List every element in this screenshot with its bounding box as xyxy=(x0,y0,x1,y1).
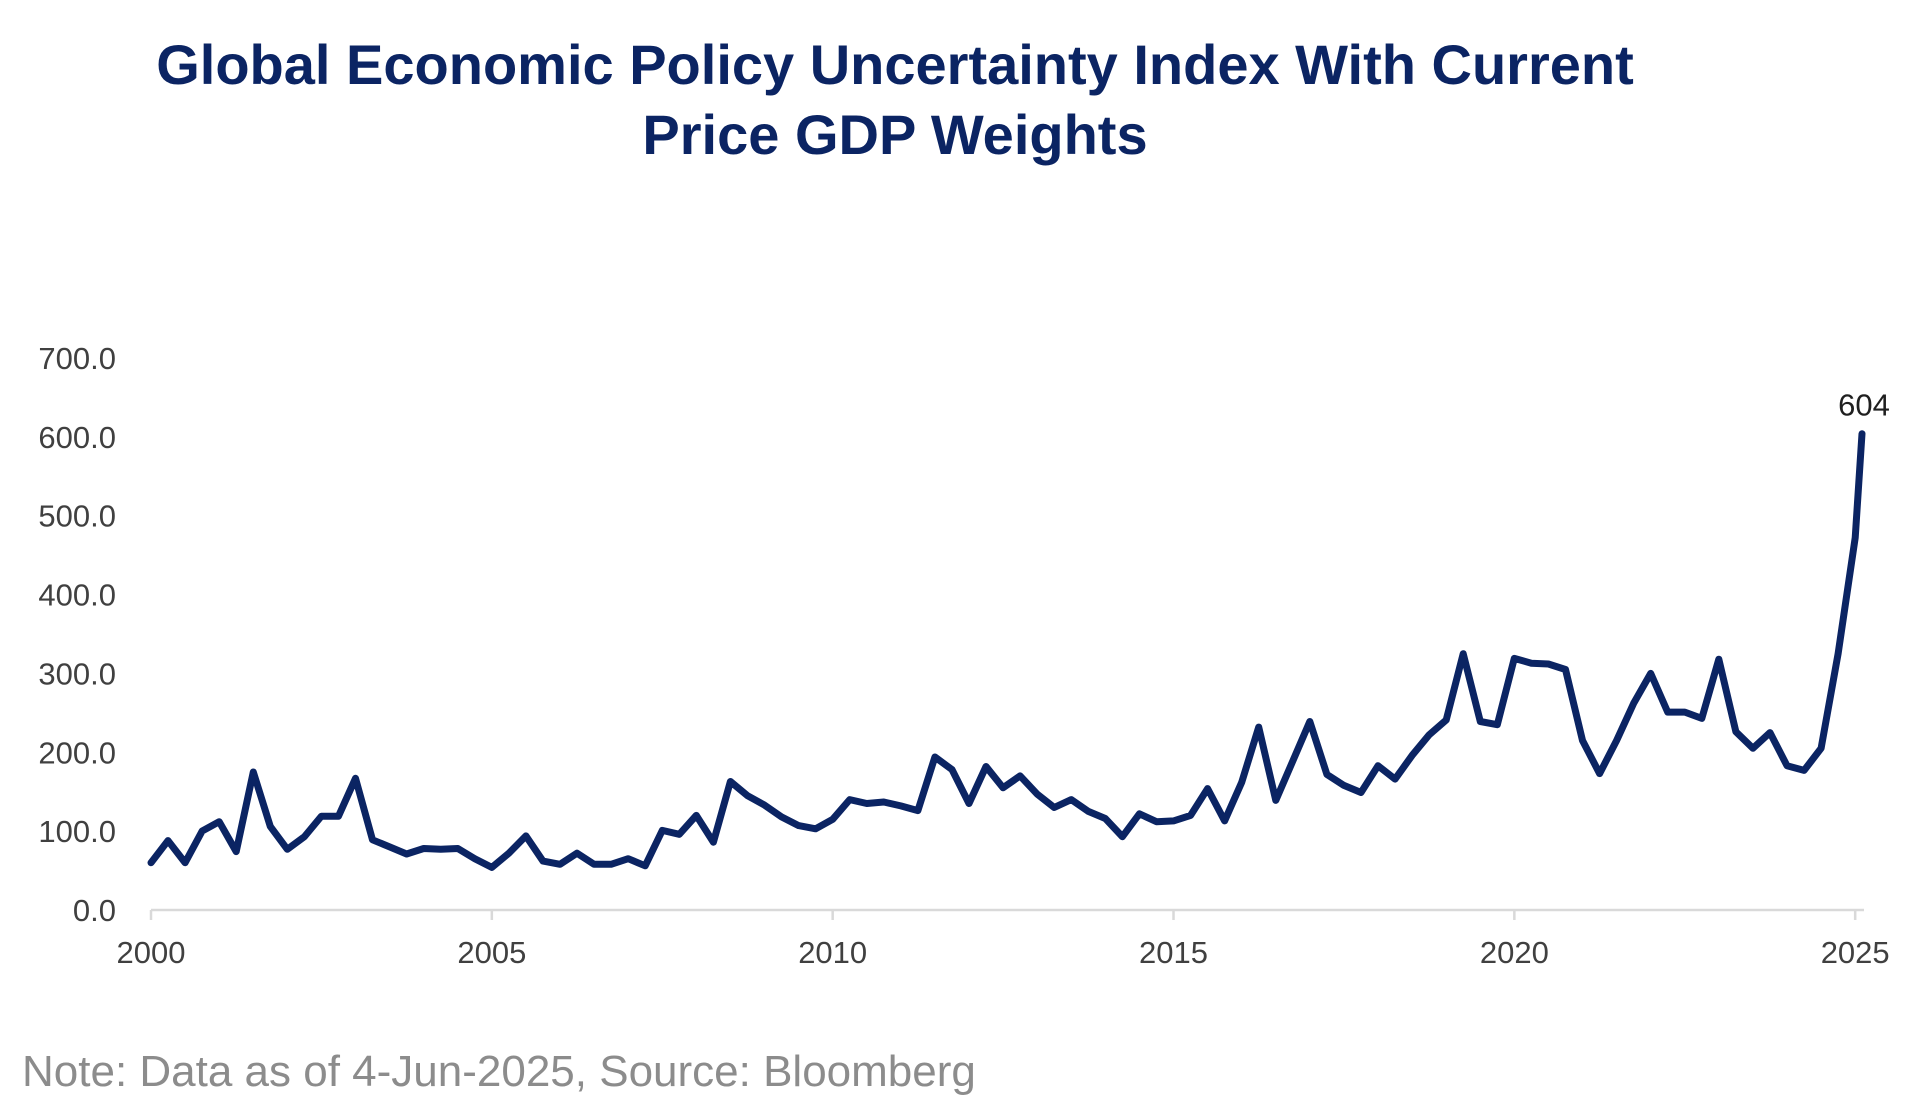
y-tick-label: 100.0 xyxy=(38,814,116,849)
data-labels: 604 xyxy=(1838,388,1890,423)
y-tick-label: 600.0 xyxy=(38,420,116,455)
x-tick-label: 2005 xyxy=(457,935,526,970)
y-axis-tick-labels: 0.0 100.0 200.0 300.0 400.0 500.0 600.0 700.0 xyxy=(38,341,116,928)
y-tick-label: 200.0 xyxy=(38,735,116,770)
y-tick-label: 700.0 xyxy=(38,341,116,376)
x-axis-ticks: 2000 2005 2010 2015 2020 2025 xyxy=(117,910,1890,970)
x-tick-label: 2015 xyxy=(1139,935,1208,970)
y-tick-label: 0.0 xyxy=(73,893,116,928)
data-label: 604 xyxy=(1838,388,1890,423)
y-tick-label: 500.0 xyxy=(38,499,116,534)
y-tick-label: 400.0 xyxy=(38,578,116,613)
source-note: Note: Data as of 4-Jun-2025, Source: Blo… xyxy=(22,1047,976,1096)
chart-title: Global Economic Policy Uncertainty Index… xyxy=(0,30,1790,170)
series-line-uncertainty-index xyxy=(147,430,1866,871)
x-tick-label: 2025 xyxy=(1821,935,1890,970)
x-tick-label: 2000 xyxy=(117,935,186,970)
x-tick-label: 2010 xyxy=(798,935,867,970)
chart-title-line-1: Global Economic Policy Uncertainty Index… xyxy=(156,33,1634,96)
chart-title-line-2: Price GDP Weights xyxy=(642,103,1148,166)
y-tick-label: 300.0 xyxy=(38,656,116,691)
x-tick-label: 2020 xyxy=(1480,935,1549,970)
